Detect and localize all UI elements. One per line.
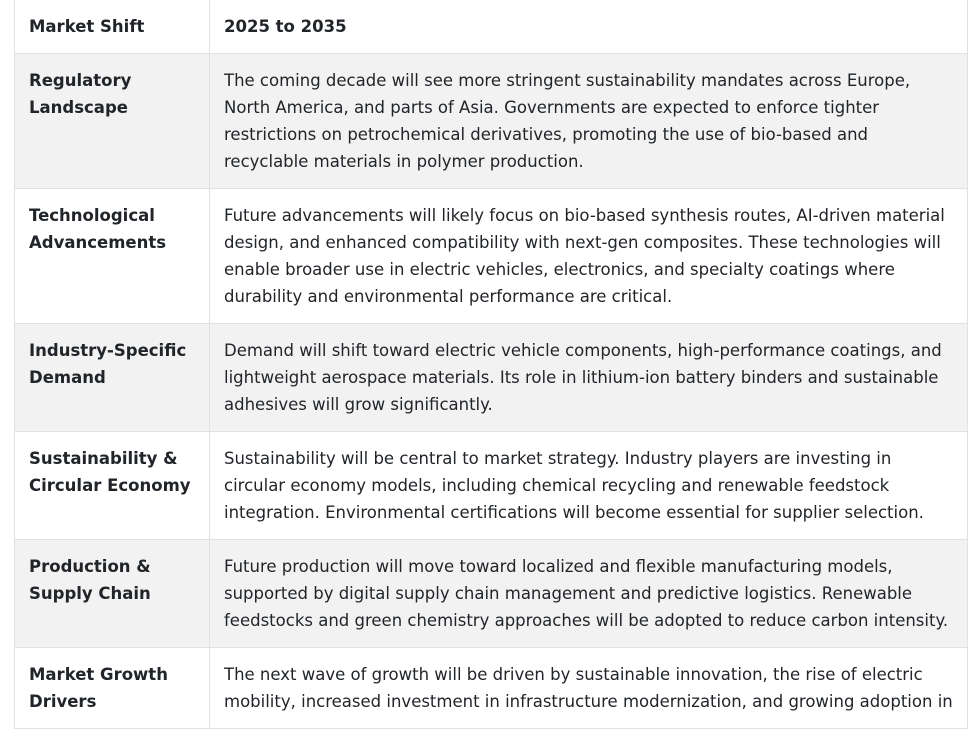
row-text-cell: The coming decade will see more stringen…	[209, 53, 968, 189]
table-row: Sustainability & Circular Economy Sustai…	[14, 431, 968, 540]
table-row: Production & Supply Chain Future product…	[14, 539, 968, 648]
row-text: Sustainability will be central to market…	[224, 449, 924, 522]
row-label: Production & Supply Chain	[29, 557, 151, 603]
row-label: Industry-Specific Demand	[29, 341, 187, 387]
row-label-cell: Technological Advancements	[14, 188, 210, 324]
row-text-cell: The next wave of growth will be driven b…	[209, 647, 968, 729]
row-label-cell: Market Growth Drivers	[14, 647, 210, 729]
market-shift-table: Market Shift 2025 to 2035 Regulatory Lan…	[14, 0, 968, 729]
row-label: Sustainability & Circular Economy	[29, 449, 191, 495]
table-header-row: Market Shift 2025 to 2035	[14, 0, 968, 54]
row-text: The next wave of growth will be driven b…	[224, 665, 953, 711]
table-row: Market Growth Drivers The next wave of g…	[14, 647, 968, 729]
row-text-cell: Future advancements will likely focus on…	[209, 188, 968, 324]
row-text-cell: Demand will shift toward electric vehicl…	[209, 323, 968, 432]
row-label: Regulatory Landscape	[29, 71, 132, 117]
row-text-cell: Future production will move toward local…	[209, 539, 968, 648]
row-label-cell: Sustainability & Circular Economy	[14, 431, 210, 540]
row-label-cell: Regulatory Landscape	[14, 53, 210, 189]
row-text: Demand will shift toward electric vehicl…	[224, 341, 942, 414]
row-text: Future advancements will likely focus on…	[224, 206, 945, 306]
column-header-market-shift: Market Shift	[14, 0, 210, 54]
row-label: Technological Advancements	[29, 206, 167, 252]
market-shift-table-container: Market Shift 2025 to 2035 Regulatory Lan…	[14, 0, 968, 729]
table-row: Industry-Specific Demand Demand will shi…	[14, 323, 968, 432]
column-header-period: 2025 to 2035	[209, 0, 968, 54]
table-row: Technological Advancements Future advanc…	[14, 188, 968, 324]
row-text: Future production will move toward local…	[224, 557, 949, 630]
row-label-cell: Industry-Specific Demand	[14, 323, 210, 432]
row-label-cell: Production & Supply Chain	[14, 539, 210, 648]
row-text-cell: Sustainability will be central to market…	[209, 431, 968, 540]
row-label: Market Growth Drivers	[29, 665, 168, 711]
table-row: Regulatory Landscape The coming decade w…	[14, 53, 968, 189]
row-text: The coming decade will see more stringen…	[224, 71, 911, 171]
